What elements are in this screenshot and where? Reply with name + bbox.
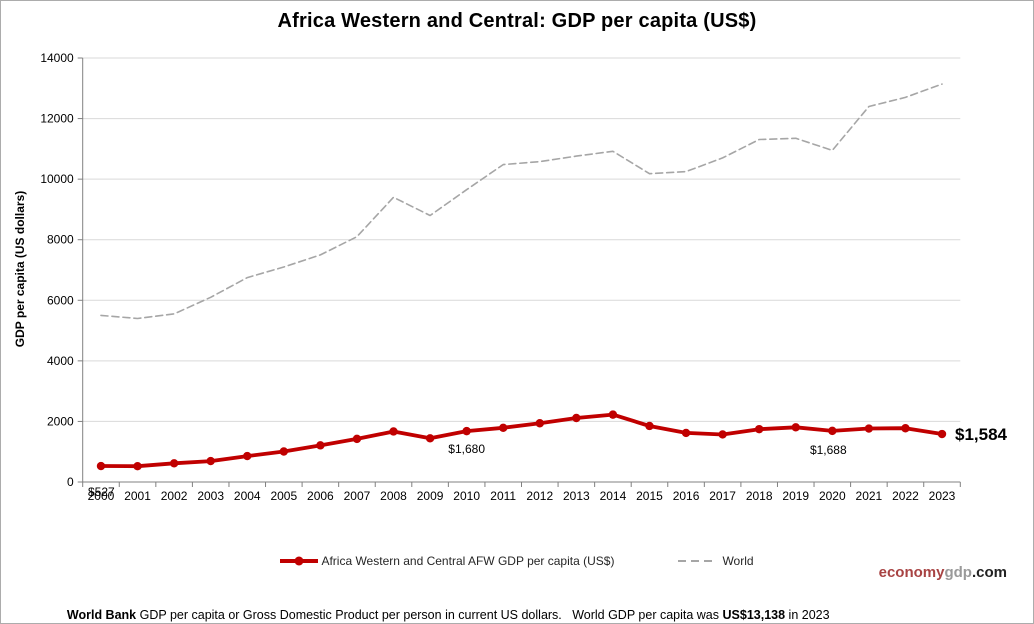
afw-data-point bbox=[828, 426, 837, 436]
x-tick-label: 2013 bbox=[563, 489, 590, 503]
legend-item-afw: Africa Western and Central AFW GDP per c… bbox=[280, 554, 614, 568]
afw-data-point bbox=[169, 459, 179, 468]
brand-logo-com: .com bbox=[971, 564, 1007, 581]
y-tick-label: 4000 bbox=[47, 354, 74, 368]
footer-note: World Bank GDP per capita or Gross Domes… bbox=[53, 594, 830, 623]
x-tick-label: 2004 bbox=[234, 489, 261, 503]
x-tick-label: 2018 bbox=[746, 489, 773, 503]
afw-data-point bbox=[462, 426, 471, 436]
x-tick-label: 2020 bbox=[819, 489, 846, 503]
afw-data-point bbox=[572, 413, 581, 423]
red-line-sample bbox=[280, 556, 319, 566]
x-tick-label: 2006 bbox=[307, 489, 334, 503]
y-tick-label: 0 bbox=[67, 475, 74, 489]
afw-data-point bbox=[535, 419, 544, 428]
afw-data-point bbox=[718, 430, 727, 439]
dashed-line-sample bbox=[678, 560, 715, 562]
afw-data-point bbox=[791, 423, 800, 432]
footer-text-2: in 2023 bbox=[785, 608, 830, 622]
afw-data-point bbox=[937, 429, 947, 439]
afw-data-point bbox=[279, 447, 289, 456]
plot-area: 0 2000 4000 6000 8000 10000 12000 14000 2000 2001… bbox=[40, 51, 1008, 503]
footer-source-bold: World Bank bbox=[66, 608, 137, 622]
y-tick-label: 12000 bbox=[40, 112, 74, 126]
red-marker-dot bbox=[294, 556, 304, 566]
legend-label-world: World bbox=[722, 554, 754, 568]
y-tick-label: 6000 bbox=[47, 293, 74, 307]
x-tick-label: 2016 bbox=[673, 489, 700, 503]
x-tick-label: 2002 bbox=[161, 489, 188, 503]
annotation-label: $1,688 bbox=[810, 443, 847, 457]
footer-world-value-bold: US$13,138 bbox=[722, 608, 786, 622]
x-tick-label: 2012 bbox=[526, 489, 553, 503]
x-tick-label: 2010 bbox=[453, 489, 480, 503]
afw-data-point bbox=[206, 456, 215, 466]
footer-text-1: GDP per capita or Gross Domestic Product… bbox=[136, 608, 723, 622]
x-tick-label: 2019 bbox=[782, 489, 809, 503]
afw-data-point bbox=[425, 434, 435, 443]
x-tick-label: 2001 bbox=[124, 489, 151, 503]
afw-data-point bbox=[352, 434, 362, 444]
annotation-label: $1,584 bbox=[955, 425, 1008, 444]
afw-data-point bbox=[316, 441, 325, 450]
world-series-line bbox=[100, 83, 943, 320]
afw-series-line bbox=[99, 412, 944, 469]
x-tick-label: 2014 bbox=[600, 489, 627, 503]
y-tick-label: 8000 bbox=[47, 233, 74, 247]
annotation-label: $1,680 bbox=[448, 442, 485, 456]
annotation-label: $527 bbox=[88, 485, 115, 499]
legend-label-afw: Africa Western and Central AFW GDP per c… bbox=[321, 554, 615, 568]
x-tick-label: 2023 bbox=[929, 489, 956, 503]
x-tick-label: 2021 bbox=[856, 489, 883, 503]
legend-item-world: World bbox=[678, 554, 754, 568]
x-tick-label: 2015 bbox=[636, 489, 663, 503]
x-tick-label: 2008 bbox=[380, 489, 407, 503]
x-tick-label: 2000 bbox=[88, 489, 115, 503]
legend: Africa Western and Central AFW GDP per c… bbox=[1, 551, 1033, 571]
brand-logo: economygdp.com bbox=[879, 564, 1007, 581]
x-tick-label: 2017 bbox=[709, 489, 736, 503]
afw-data-point bbox=[96, 461, 106, 471]
afw-data-point bbox=[864, 424, 874, 433]
afw-data-point bbox=[133, 461, 142, 471]
chart-title: Africa Western and Central: GDP per capi… bbox=[277, 10, 757, 32]
y-tick-label: 10000 bbox=[40, 172, 74, 186]
brand-logo-economy: economy bbox=[878, 564, 945, 581]
y-tick-label: 14000 bbox=[40, 51, 74, 65]
x-tick-label: 2007 bbox=[344, 489, 371, 503]
afw-data-point bbox=[243, 451, 252, 461]
x-tick-label: 2009 bbox=[417, 489, 444, 503]
afw-data-point bbox=[754, 424, 764, 434]
afw-data-point bbox=[681, 428, 691, 438]
x-tick-label: 2022 bbox=[892, 489, 919, 503]
x-tick-label: 2005 bbox=[270, 489, 297, 503]
y-tick-label: 2000 bbox=[47, 414, 74, 428]
x-tick-label: 2003 bbox=[197, 489, 224, 503]
afw-data-point bbox=[389, 427, 398, 436]
afw-data-point bbox=[499, 423, 508, 432]
afw-data-point bbox=[645, 421, 654, 431]
afw-data-point bbox=[901, 424, 910, 433]
brand-logo-gdp: gdp bbox=[944, 564, 972, 581]
afw-data-point bbox=[608, 410, 618, 419]
x-tick-label: 2011 bbox=[490, 489, 516, 503]
